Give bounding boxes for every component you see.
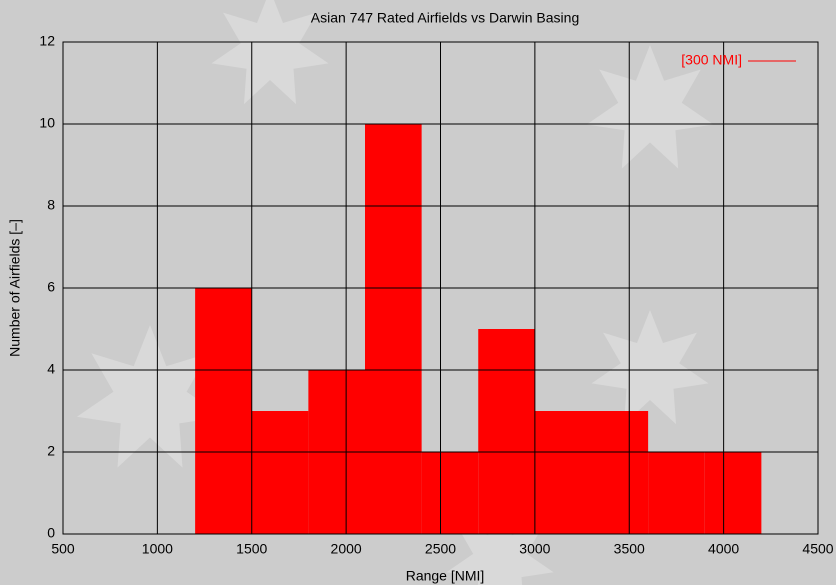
- bar: [648, 452, 705, 534]
- y-tick-label: 6: [47, 279, 55, 295]
- x-tick-label: 1500: [236, 541, 267, 557]
- y-tick-label: 12: [39, 33, 55, 49]
- x-tick-label: 4500: [802, 541, 833, 557]
- bar: [591, 411, 649, 534]
- background-star: [586, 45, 714, 169]
- chart-title: Asian 747 Rated Airfields vs Darwin Basi…: [311, 10, 579, 26]
- y-tick-label: 10: [39, 115, 55, 131]
- x-axis-label: Range [NMI]: [406, 568, 485, 584]
- background-decoration: [76, 0, 714, 585]
- y-tick-label: 2: [47, 443, 55, 459]
- bar: [421, 452, 479, 534]
- y-axis-label: Number of Airfields [–]: [7, 219, 23, 357]
- y-tick-label: 4: [47, 361, 55, 377]
- x-tick-label: 2000: [331, 541, 362, 557]
- y-tick-label: 0: [47, 525, 55, 541]
- background-star: [591, 310, 709, 425]
- bar: [704, 452, 762, 534]
- legend-label: [300 NMI]: [681, 52, 742, 68]
- bar: [534, 411, 592, 534]
- x-tick-label: 3000: [519, 541, 550, 557]
- x-tick-label: 3500: [614, 541, 645, 557]
- x-tick-label: 1000: [142, 541, 173, 557]
- plot-frame: [62, 41, 819, 535]
- bar: [365, 124, 422, 534]
- background-star: [211, 0, 329, 105]
- x-tick-label: 500: [51, 541, 75, 557]
- y-tick-label: 8: [47, 197, 55, 213]
- x-tick-label: 2500: [425, 541, 456, 557]
- bar: [478, 329, 535, 534]
- x-tick-label: 4000: [708, 541, 739, 557]
- background-star: [76, 325, 224, 468]
- background-star: [446, 505, 554, 585]
- bar: [195, 288, 252, 534]
- bar: [251, 411, 309, 534]
